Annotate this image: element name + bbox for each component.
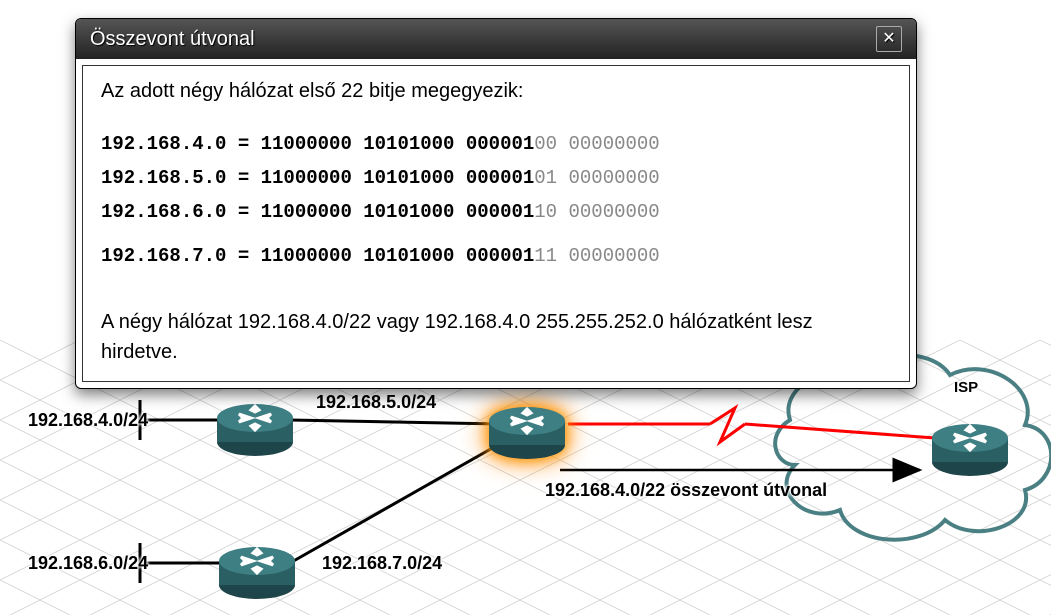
router-left-bottom [217, 545, 297, 583]
popup-body: Az adott négy hálózat első 22 bitje mege… [82, 65, 910, 382]
router-isp [930, 422, 1010, 460]
label-net-5: 192.168.5.0/24 [316, 392, 436, 413]
close-icon[interactable]: ✕ [876, 26, 902, 52]
label-summary: 192.168.4.0/22 összevont útvonal [545, 480, 827, 501]
binary-row: 192.168.6.0 = 11000000 10101000 00000110… [101, 195, 891, 229]
binary-row: 192.168.4.0 = 11000000 10101000 00000100… [101, 127, 891, 161]
router-center [487, 405, 567, 443]
binary-row: 192.168.5.0 = 11000000 10101000 00000101… [101, 161, 891, 195]
label-isp: ISP [954, 379, 978, 396]
popup-title-text: Összevont útvonal [90, 19, 255, 59]
binary-row: 192.168.7.0 = 11000000 10101000 00000111… [101, 239, 891, 273]
label-net-4: 192.168.4.0/24 [28, 410, 148, 431]
binary-rows: 192.168.4.0 = 11000000 10101000 00000100… [101, 127, 891, 273]
popup-window: Összevont útvonal ✕ Az adott négy hálóza… [75, 18, 917, 389]
label-net-7: 192.168.7.0/24 [322, 553, 442, 574]
diagram-stage: { "popup": { "title": "Összevont útvonal… [0, 0, 1051, 615]
label-net-6: 192.168.6.0/24 [28, 553, 148, 574]
popup-titlebar: Összevont útvonal ✕ [76, 19, 916, 59]
popup-intro: Az adott négy hálózat első 22 bitje mege… [101, 80, 891, 103]
popup-outro: A négy hálózat 192.168.4.0/22 vagy 192.1… [101, 307, 891, 367]
router-left-top [215, 402, 295, 440]
